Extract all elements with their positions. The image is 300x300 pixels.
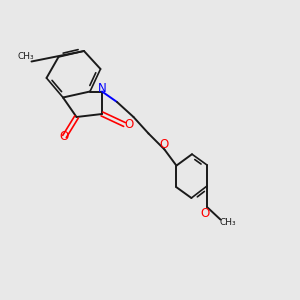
Text: O: O — [60, 130, 69, 143]
Text: N: N — [98, 82, 106, 95]
Text: CH₃: CH₃ — [220, 218, 236, 227]
Text: O: O — [201, 207, 210, 220]
Text: O: O — [124, 118, 134, 131]
Text: O: O — [160, 137, 169, 151]
Text: CH₃: CH₃ — [18, 52, 34, 62]
